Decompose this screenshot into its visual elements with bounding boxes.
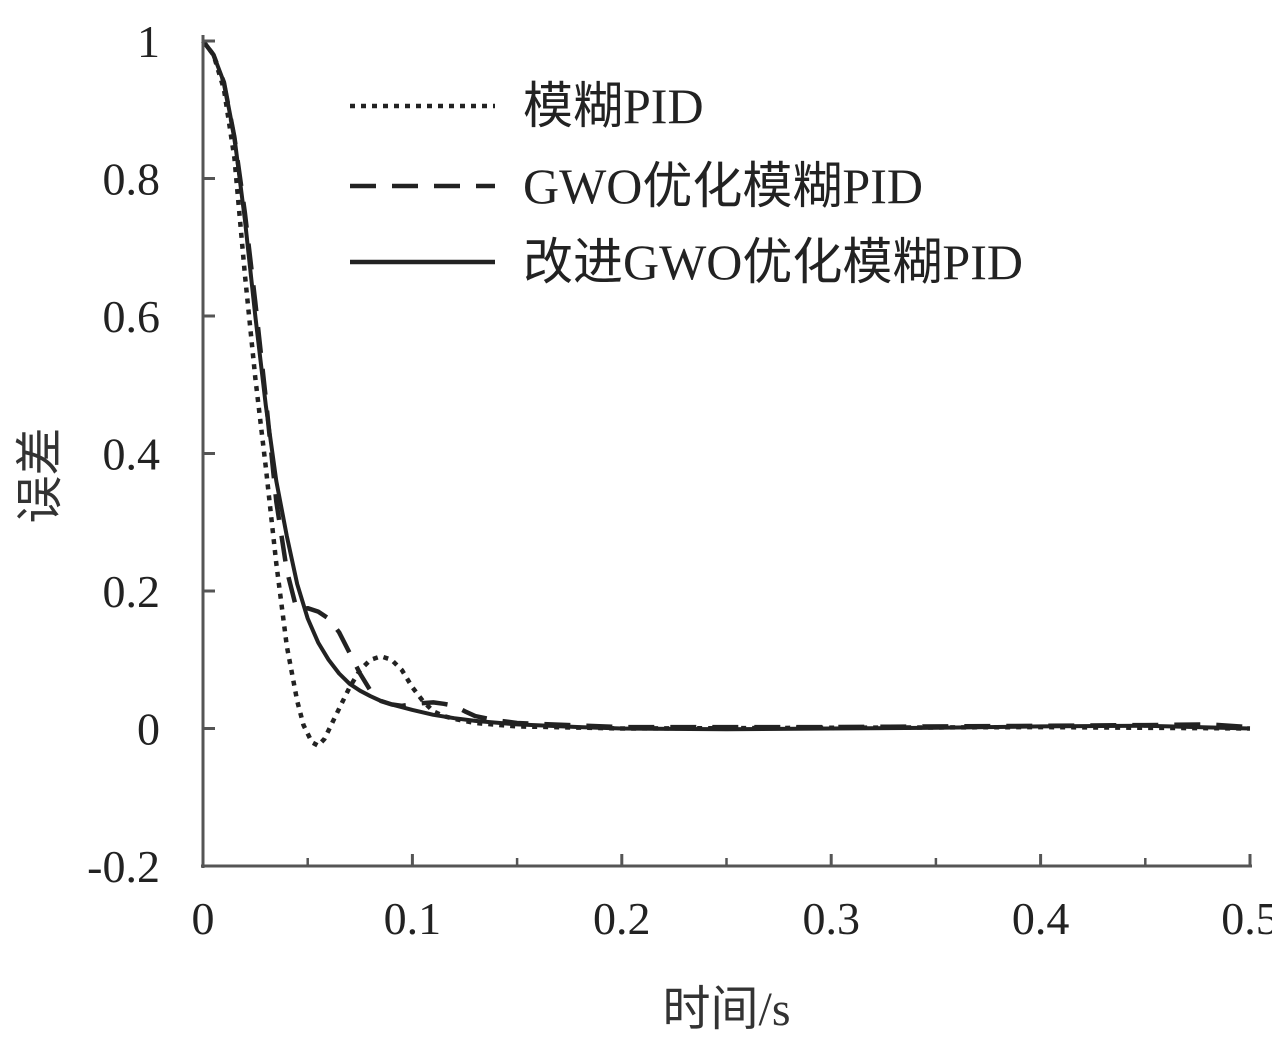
y-tick-label: 0: [137, 704, 160, 755]
x-tick-label: 0.3: [802, 893, 860, 944]
series-layer: [201, 39, 1251, 748]
x-tick-label: 0: [192, 893, 215, 944]
y-tick-label: 0.8: [103, 154, 161, 205]
legend-label-2: GWO优化模糊PID: [523, 158, 923, 214]
y-tick-label: 0.6: [103, 291, 161, 342]
y-axis-title: 误差: [14, 427, 67, 523]
ticks: 0 0.1 0.2 0.3 0.4 0.5 -0.2 0 0.2 0.4 0.6 0.8 1: [87, 16, 1272, 944]
x-tick-label: 0.5: [1221, 893, 1272, 944]
legend-label-3: 改进GWO优化模糊PID: [523, 234, 1023, 290]
x-tick-label: 0.1: [384, 893, 442, 944]
x-tick-label: 0.4: [1012, 893, 1070, 944]
legend: 模糊PID GWO优化模糊PID 改进GWO优化模糊PID: [350, 78, 1023, 290]
series-line-2: [201, 39, 1251, 730]
y-tick-label: -0.2: [87, 841, 160, 892]
x-axis-title: 时间/s: [662, 983, 790, 1036]
y-tick-label: 0.2: [103, 566, 161, 617]
legend-label-1: 模糊PID: [523, 78, 704, 134]
y-tick-label: 1: [137, 16, 160, 67]
y-tick-label: 0.4: [103, 429, 161, 480]
series-line-3: [201, 39, 1251, 732]
series-line-1: [201, 39, 1251, 748]
x-tick-label: 0.2: [593, 893, 651, 944]
